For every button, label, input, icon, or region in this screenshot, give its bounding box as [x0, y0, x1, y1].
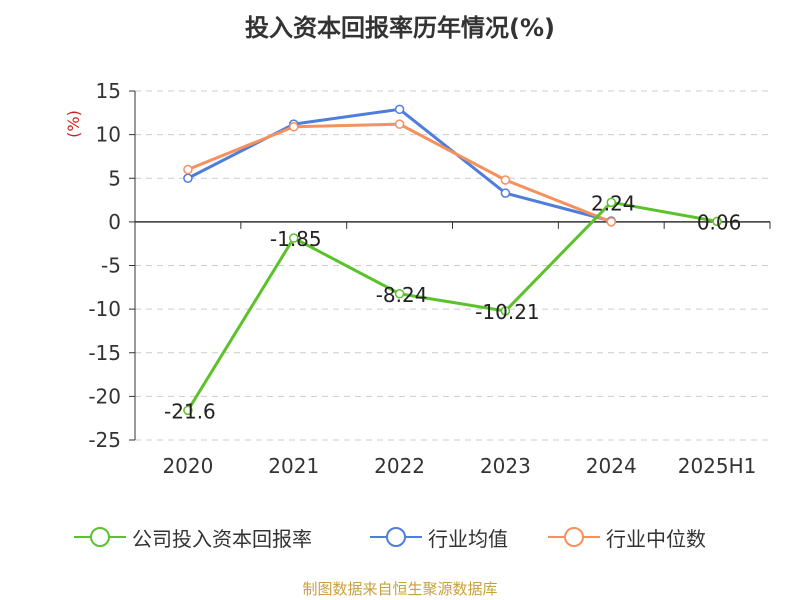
data-label: -8.24 [376, 283, 428, 307]
data-point [500, 188, 511, 198]
y-tick-label: 15 [96, 79, 121, 103]
legend-label-industry-mean: 行业均值 [428, 526, 508, 551]
legend-item-industry-mean[interactable]: 行业均值 [370, 520, 508, 554]
legend-marker-company-icon [74, 527, 126, 547]
legend-item-industry-median[interactable]: 行业中位数 [548, 520, 706, 554]
y-tick-label: -20 [88, 384, 121, 408]
series-lines [183, 104, 722, 416]
legend-marker-mean-icon [370, 527, 422, 547]
data-point [183, 164, 193, 175]
x-tick-label: 2021 [268, 454, 319, 478]
x-tick-label: 2020 [162, 454, 213, 478]
data-point [606, 217, 616, 227]
x-tick-label: 2024 [586, 454, 637, 478]
data-label: 0.06 [697, 210, 742, 234]
legend: 公司投入资本回报率 行业均值 行业中位数 [0, 520, 800, 554]
data-label: 2.24 [591, 191, 636, 215]
axes: 15 10 5 0 -5 -10 -15 -20 -25 2020 2021 2022 2023 2024… [88, 79, 771, 478]
y-tick-label: -15 [88, 341, 121, 365]
data-point [183, 173, 193, 183]
data-point [289, 122, 299, 132]
y-tick-label: -10 [88, 297, 121, 321]
y-tick-label: -25 [88, 428, 121, 452]
x-tick-label: 2025H1 [678, 454, 757, 478]
y-tick-label: 0 [108, 210, 121, 234]
data-point [394, 119, 405, 129]
data-label: -21.6 [164, 399, 216, 423]
grid-lines [135, 90, 770, 441]
source-note: 制图数据来自恒生聚源数据库 [302, 580, 498, 598]
y-tick-label: -5 [101, 254, 121, 278]
series-line [187, 122, 612, 224]
x-tick-label: 2022 [374, 454, 425, 478]
data-point [500, 175, 511, 185]
data-labels: -21.6 -1.85 -8.24 -10.21 2.24 0.06 [164, 191, 741, 423]
legend-item-company[interactable]: 公司投入资本回报率 [74, 520, 312, 554]
chart-title: 投入资本回报率历年情况(%) [245, 14, 555, 42]
y-tick-label: 10 [96, 123, 121, 147]
data-point [500, 306, 511, 316]
data-point [394, 289, 405, 299]
y-axis-label: (%) [64, 110, 83, 138]
data-point [183, 405, 193, 416]
data-point [394, 104, 405, 115]
data-point [606, 197, 616, 208]
x-tick-label: 2023 [480, 454, 531, 478]
y-tick-label: 5 [108, 166, 121, 190]
data-label: -1.85 [270, 227, 322, 251]
chart-plot: 15 10 5 0 -5 -10 -15 -20 -25 2020 2021 2022 2023 2024… [64, 79, 771, 478]
legend-label-industry-median: 行业中位数 [606, 526, 706, 551]
series-line [186, 200, 718, 412]
data-point [289, 233, 299, 243]
data-label: -10.21 [475, 300, 539, 324]
legend-marker-median-icon [548, 527, 600, 547]
legend-label-company: 公司投入资本回报率 [132, 526, 312, 551]
data-point [712, 216, 722, 227]
